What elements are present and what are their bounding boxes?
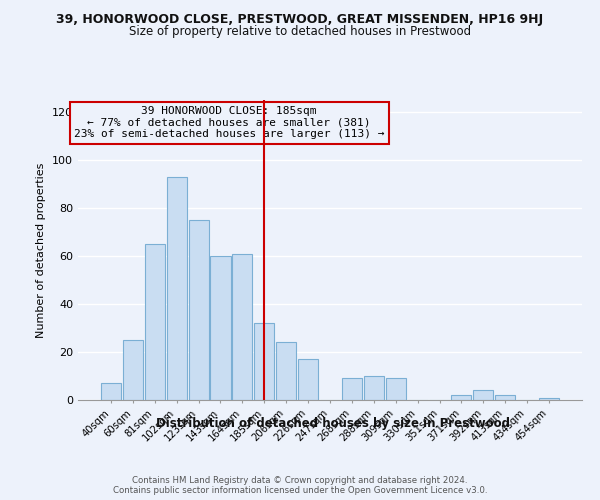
- Bar: [495, 395, 515, 400]
- Bar: [386, 378, 406, 400]
- Text: Contains HM Land Registry data © Crown copyright and database right 2024.: Contains HM Land Registry data © Crown c…: [132, 476, 468, 485]
- Bar: [232, 254, 253, 400]
- Text: Size of property relative to detached houses in Prestwood: Size of property relative to detached ho…: [129, 25, 471, 38]
- Bar: [254, 323, 274, 400]
- Bar: [298, 359, 318, 400]
- Bar: [211, 256, 230, 400]
- Bar: [276, 342, 296, 400]
- Text: 39, HONORWOOD CLOSE, PRESTWOOD, GREAT MISSENDEN, HP16 9HJ: 39, HONORWOOD CLOSE, PRESTWOOD, GREAT MI…: [56, 12, 544, 26]
- Bar: [451, 395, 472, 400]
- Bar: [539, 398, 559, 400]
- Bar: [188, 220, 209, 400]
- Text: Contains public sector information licensed under the Open Government Licence v3: Contains public sector information licen…: [113, 486, 487, 495]
- Bar: [167, 177, 187, 400]
- Text: Distribution of detached houses by size in Prestwood: Distribution of detached houses by size …: [156, 418, 510, 430]
- Bar: [342, 378, 362, 400]
- Bar: [145, 244, 165, 400]
- Y-axis label: Number of detached properties: Number of detached properties: [37, 162, 46, 338]
- Bar: [364, 376, 384, 400]
- Text: 39 HONORWOOD CLOSE: 185sqm
← 77% of detached houses are smaller (381)
23% of sem: 39 HONORWOOD CLOSE: 185sqm ← 77% of deta…: [74, 106, 385, 139]
- Bar: [473, 390, 493, 400]
- Bar: [101, 383, 121, 400]
- Bar: [123, 340, 143, 400]
